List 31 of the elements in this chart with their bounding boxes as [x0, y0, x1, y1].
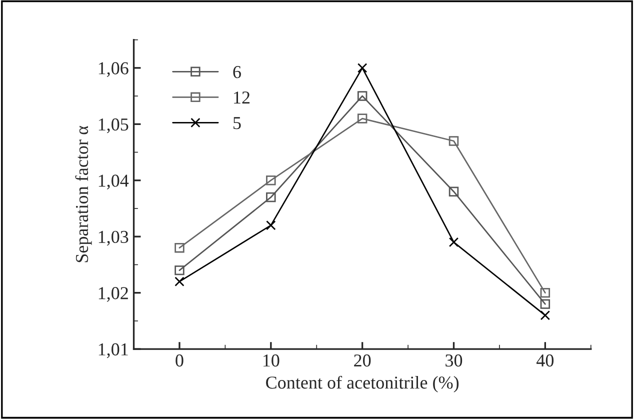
point	[357, 63, 368, 73]
x-tick-label: 30	[446, 354, 462, 367]
x-tick-label: 40	[536, 354, 554, 367]
y-tick-label: 1,02	[98, 287, 128, 302]
point	[266, 192, 276, 202]
x-tick-label: 10	[263, 354, 280, 367]
legend-label: 5	[234, 117, 241, 130]
y-tick-label: 1,03	[98, 230, 128, 246]
y-tick-label: 1,06	[98, 62, 128, 77]
point	[357, 91, 368, 101]
point	[540, 288, 550, 298]
x-tick-label: 20	[354, 354, 371, 367]
point	[266, 220, 276, 230]
point	[540, 299, 550, 309]
y-tick-label: 1,05	[98, 118, 128, 134]
point	[174, 242, 184, 253]
legend-label: 12	[234, 92, 250, 104]
x-tick-label: 0	[176, 354, 184, 367]
point	[448, 237, 459, 248]
x-axis-title: Content of acetonitrile (%)	[266, 376, 459, 392]
point	[540, 310, 550, 320]
point	[266, 176, 276, 186]
point	[448, 136, 459, 146]
point	[174, 265, 184, 276]
legend-label: 6	[233, 66, 241, 78]
point	[357, 114, 368, 124]
y-axis-title: Separation factor α	[75, 126, 92, 262]
y-tick-label: 1,04	[98, 174, 129, 190]
point	[174, 276, 184, 286]
point	[448, 186, 459, 196]
y-tick-label: 1,01	[98, 343, 128, 358]
